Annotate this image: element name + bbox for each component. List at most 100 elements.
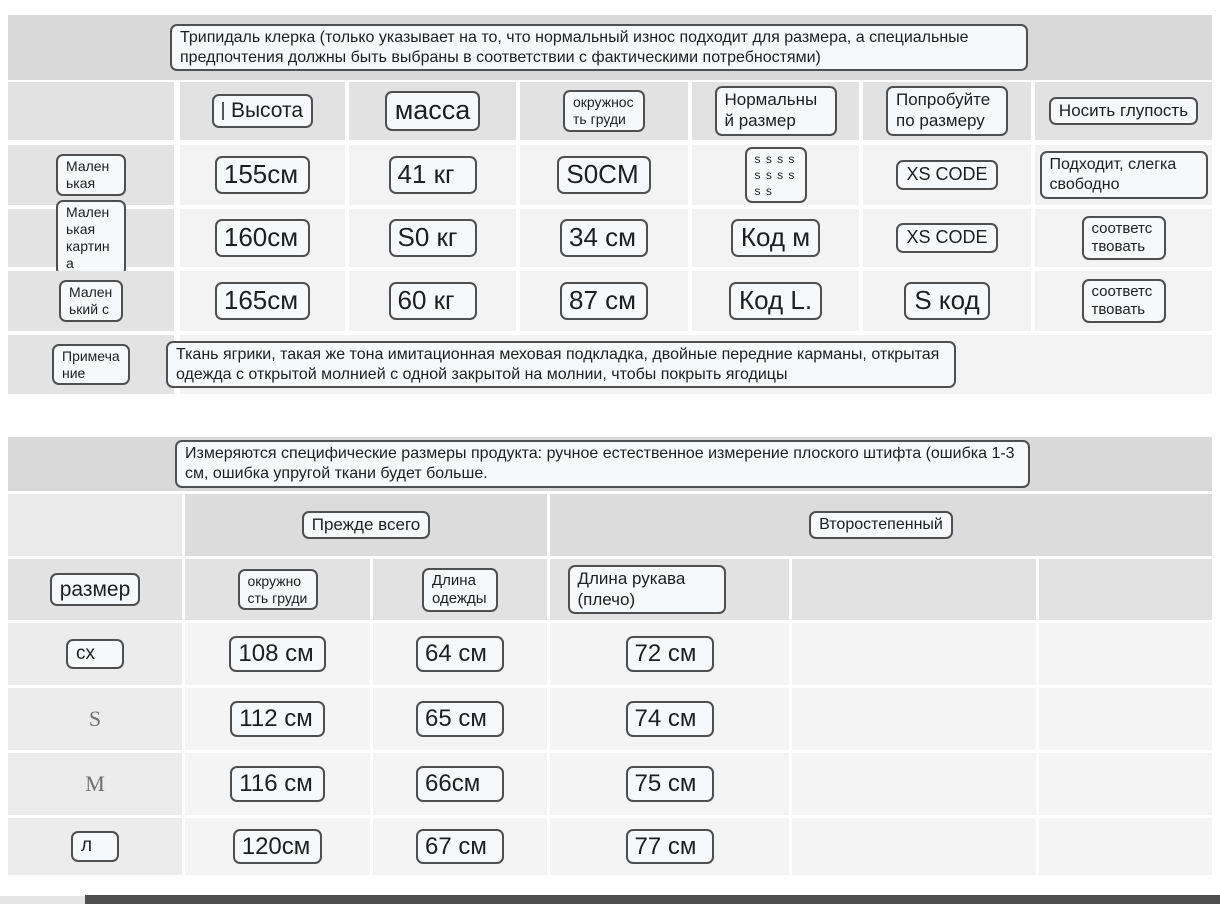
table1-row1-label-cell: Маленькая — [8, 145, 174, 205]
row-label: Маленькая — [56, 154, 126, 196]
table2-row2-length-cell: 65 см — [373, 688, 547, 750]
bust-column-label: окружность груди — [563, 90, 645, 132]
weight-value: 41 кг — [388, 156, 477, 194]
row-label: Маленькая картина — [56, 200, 126, 276]
height-value: 155см — [214, 156, 311, 194]
normal-size-value: Код м — [730, 219, 821, 257]
bust-value: 120см — [232, 828, 323, 865]
table1-note-box: Трипидаль клерка (только указывает на то… — [170, 23, 1028, 72]
length-value: 66см — [416, 766, 504, 802]
table2-row2-size-cell: S — [8, 688, 182, 750]
table2-header-sleeve: Длина рукава (плечо) — [550, 559, 789, 620]
normal-size-value: s s s s s s s s s s — [744, 146, 807, 204]
table1-noterow-cell: Ткань ягрики, такая же тона имитационная… — [166, 335, 1212, 394]
table2-header-size: размер — [8, 559, 182, 620]
table2-row4-sleeve-cell: 77 см — [550, 818, 789, 875]
table1-row1-weight-cell: 41 кг — [349, 145, 516, 205]
table1-note-band: Трипидаль клерка (только указывает на то… — [8, 15, 1212, 80]
bust-value: 112 см — [230, 701, 325, 737]
table1-header-normal-size: Нормальный размер — [692, 82, 859, 140]
sleeve-value: 74 см — [625, 701, 714, 737]
table2-row3-bust-cell: 116 см — [185, 753, 370, 815]
table1-row1-height-cell: 155см — [180, 145, 345, 205]
bust-column-label: окружность груди — [237, 568, 318, 611]
table1-header-fit: Носить глупость — [1035, 82, 1212, 140]
table2-row2-bust-cell: 112 см — [185, 688, 370, 750]
table2-row4-extra1-cell — [792, 818, 1036, 875]
table1-header-weight: масса — [349, 82, 516, 140]
table2-row1-length-cell: 64 см — [373, 623, 547, 685]
weight-column-label: масса — [384, 91, 481, 131]
table2-row3-extra1-cell — [792, 753, 1036, 815]
table1-row3-try-size-cell: S код — [863, 271, 1031, 331]
table2-note-box: Измеряются специфические размеры продукт… — [175, 440, 1030, 488]
table1-row2-try-size-cell: XS CODE — [863, 209, 1031, 267]
table1-header-bust: окружность груди — [520, 82, 688, 140]
table1-row1-try-size-cell: XS CODE — [863, 145, 1031, 205]
secondary-group-label: Второстепенный — [809, 511, 953, 539]
table2-header-bust: окружность груди — [185, 559, 370, 620]
table1-row1-bust-cell: S0CM — [520, 145, 688, 205]
table1-header-height: Высота — [180, 82, 345, 140]
table2-row1-extra2-cell — [1039, 623, 1212, 685]
table2-row2-extra1-cell — [792, 688, 1036, 750]
size-value: л — [71, 831, 119, 862]
bottom-strip-light — [0, 896, 85, 904]
table2-note-band: Измеряются специфические размеры продукт… — [8, 437, 1212, 491]
try-size-column-label: Попробуйте по размеру — [886, 86, 1008, 136]
table2-group-primary: Прежде всего — [185, 494, 547, 556]
table1-header-try-size: Попробуйте по размеру — [863, 82, 1031, 140]
table2-row3-size-cell: M — [8, 753, 182, 815]
table1-row2-weight-cell: S0 кг — [349, 209, 516, 267]
table2-header-extra2 — [1039, 559, 1212, 620]
sleeve-value: 77 см — [625, 828, 714, 865]
table1-header-empty — [8, 82, 174, 140]
fit-value: соответствовать — [1081, 279, 1166, 323]
table2-row3-extra2-cell — [1039, 753, 1212, 815]
table1-row3-normal-size-cell: Код L. — [692, 271, 859, 331]
table2-header-length: Длина одежды — [373, 559, 547, 620]
table2-row1-sleeve-cell: 72 см — [550, 623, 789, 685]
height-value: 165см — [214, 282, 311, 320]
sleeve-value: 72 см — [625, 636, 714, 672]
table1-row2-bust-cell: 34 см — [520, 209, 688, 267]
table2-header-extra1 — [792, 559, 1036, 620]
table2-row4-bust-cell: 120см — [185, 818, 370, 875]
weight-value: S0 кг — [388, 219, 477, 257]
size-value: S — [88, 706, 102, 731]
length-column-label: Длина одежды — [422, 567, 498, 612]
fit-value: соответствовать — [1081, 216, 1166, 260]
bust-value: 34 см — [559, 219, 649, 257]
bust-value: 116 см — [230, 766, 325, 802]
table2-row3-sleeve-cell: 75 см — [550, 753, 789, 815]
height-value: 160см — [214, 219, 311, 257]
note-row-label: Примечание — [52, 343, 130, 386]
try-size-value: S код — [904, 282, 990, 320]
table1-noterow-label-cell: Примечание — [8, 335, 174, 394]
table1-row3-bust-cell: 87 см — [520, 271, 688, 331]
normal-size-column-label: Нормальный размер — [714, 86, 837, 136]
fit-column-label: Носить глупость — [1048, 96, 1199, 126]
weight-value: 60 кг — [388, 282, 477, 320]
table1-row3-height-cell: 165см — [180, 271, 345, 331]
fit-value: Подходит, слегка свободно — [1039, 151, 1208, 199]
table1-row2-label-cell: Маленькая картина — [8, 200, 174, 276]
length-value: 64 см — [416, 636, 504, 672]
bust-value: S0CM — [557, 156, 651, 194]
table2-row2-sleeve-cell: 74 см — [550, 688, 789, 750]
size-value: сх — [66, 638, 124, 670]
table2-group-empty — [8, 494, 182, 556]
sleeve-value: 75 см — [625, 766, 714, 802]
row-label: Маленький с — [59, 280, 123, 322]
table1-row3-label-cell: Маленький с — [8, 271, 174, 331]
table1-row2-fit-cell: соответствовать — [1035, 209, 1212, 267]
table1-row1-normal-size-cell: s s s s s s s s s s — [692, 145, 859, 205]
try-size-value: XS CODE — [896, 160, 998, 190]
table1-row2-height-cell: 160см — [180, 209, 345, 267]
table2-row4-extra2-cell — [1039, 818, 1212, 875]
note-row-text: Ткань ягрики, такая же тона имитационная… — [166, 340, 956, 389]
table2-row1-bust-cell: 108 см — [185, 623, 370, 685]
table2-row4-size-cell: л — [8, 818, 182, 875]
try-size-value: XS CODE — [896, 223, 998, 253]
